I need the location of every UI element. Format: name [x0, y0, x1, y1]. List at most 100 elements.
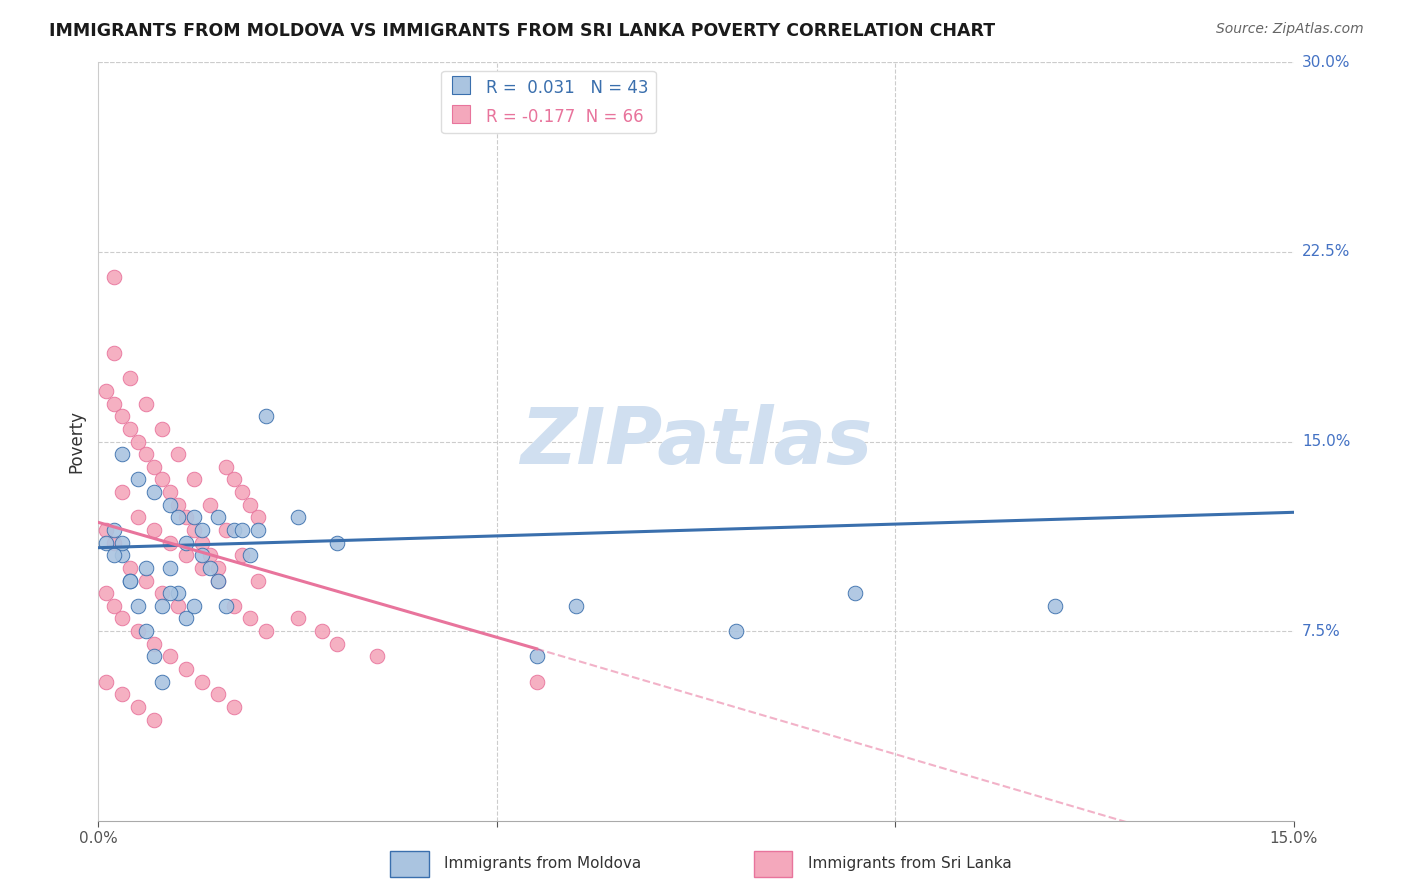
Point [311, 624, 333, 639]
Point [215, 599, 238, 613]
Point [159, 485, 181, 500]
Point [254, 624, 277, 639]
Point [167, 586, 190, 600]
Point [191, 535, 214, 549]
Point [167, 498, 190, 512]
Point [143, 713, 166, 727]
Point [159, 586, 181, 600]
Point [159, 561, 181, 575]
Point [287, 611, 309, 625]
Point [191, 561, 214, 575]
Point [326, 637, 349, 651]
Point [143, 459, 166, 474]
Point [183, 599, 205, 613]
Point [174, 662, 197, 676]
Y-axis label: Poverty: Poverty [67, 410, 86, 473]
Point [135, 396, 157, 410]
Point [246, 523, 269, 537]
Point [135, 561, 157, 575]
Point [103, 599, 125, 613]
Point [198, 561, 221, 575]
Point [150, 586, 173, 600]
Point [167, 510, 190, 524]
Text: 22.5%: 22.5% [1302, 244, 1350, 260]
Point [120, 574, 142, 588]
Point [326, 535, 349, 549]
Point [246, 574, 269, 588]
Point [111, 409, 134, 424]
Point [103, 523, 125, 537]
Point [150, 674, 173, 689]
Point [231, 485, 253, 500]
Point [207, 687, 229, 701]
Text: Immigrants from Sri Lanka: Immigrants from Sri Lanka [807, 855, 1011, 871]
Text: IMMIGRANTS FROM MOLDOVA VS IMMIGRANTS FROM SRI LANKA POVERTY CORRELATION CHART: IMMIGRANTS FROM MOLDOVA VS IMMIGRANTS FR… [49, 22, 995, 40]
Point [724, 624, 747, 639]
Point [127, 473, 149, 487]
Point [127, 510, 149, 524]
Point [174, 535, 197, 549]
Point [191, 674, 214, 689]
Point [526, 674, 548, 689]
Point [135, 624, 157, 639]
Point [111, 447, 134, 461]
Point [135, 574, 157, 588]
Legend: R =  0.031   N = 43, R = -0.177  N = 66: R = 0.031 N = 43, R = -0.177 N = 66 [441, 70, 655, 133]
Point [254, 409, 277, 424]
Point [159, 649, 181, 664]
Point [143, 523, 166, 537]
Point [844, 586, 866, 600]
Point [143, 485, 166, 500]
Point [215, 523, 238, 537]
Text: ZIPatlas: ZIPatlas [520, 403, 872, 480]
Point [127, 699, 149, 714]
Point [183, 473, 205, 487]
FancyBboxPatch shape [391, 851, 429, 877]
Point [103, 270, 125, 285]
Point [103, 548, 125, 563]
Point [366, 649, 388, 664]
Point [103, 346, 125, 360]
Point [143, 637, 166, 651]
Point [231, 548, 253, 563]
Point [96, 674, 118, 689]
Point [183, 510, 205, 524]
Text: 7.5%: 7.5% [1302, 624, 1340, 639]
Point [207, 510, 229, 524]
Point [96, 586, 118, 600]
Point [222, 599, 245, 613]
Point [120, 574, 142, 588]
Point [127, 434, 149, 449]
Point [111, 687, 134, 701]
Point [222, 523, 245, 537]
Point [198, 498, 221, 512]
Point [167, 447, 190, 461]
Point [111, 485, 134, 500]
Point [150, 422, 173, 436]
Point [239, 611, 262, 625]
Point [150, 473, 173, 487]
Point [96, 523, 118, 537]
Point [96, 535, 118, 549]
Point [231, 523, 253, 537]
Point [111, 548, 134, 563]
Point [103, 396, 125, 410]
Text: Immigrants from Moldova: Immigrants from Moldova [444, 855, 641, 871]
Point [174, 548, 197, 563]
Point [103, 535, 125, 549]
FancyBboxPatch shape [754, 851, 793, 877]
Text: 30.0%: 30.0% [1302, 55, 1350, 70]
Point [120, 371, 142, 385]
Point [198, 548, 221, 563]
Point [111, 611, 134, 625]
Point [183, 523, 205, 537]
Point [150, 599, 173, 613]
Point [1043, 599, 1066, 613]
Text: 15.0%: 15.0% [1302, 434, 1350, 449]
Point [96, 384, 118, 398]
Point [135, 447, 157, 461]
Point [167, 599, 190, 613]
Point [174, 510, 197, 524]
Point [174, 611, 197, 625]
Point [239, 498, 262, 512]
